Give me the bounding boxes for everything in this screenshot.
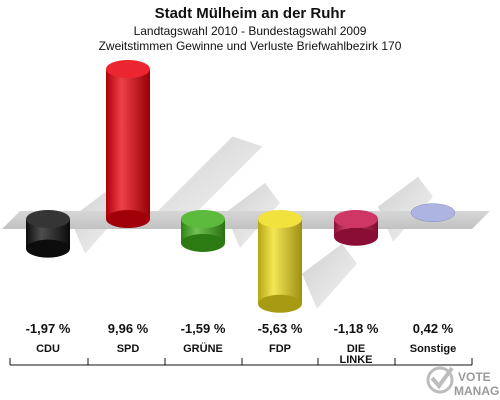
- chart-subtitle-2: Zweitstimmen Gewinne und Verluste Briefw…: [99, 39, 402, 53]
- category-label: CDU: [36, 343, 60, 355]
- checkmark-icon: [426, 366, 454, 394]
- category-label: DIE LINKE: [340, 343, 373, 366]
- value-label: -1,18 %: [334, 321, 379, 336]
- category-label: FDP: [269, 343, 291, 355]
- bar-shadow: [302, 243, 357, 309]
- vote-manager-logo: VOTE MANAGER: [426, 366, 500, 398]
- bar-bottom: [181, 233, 225, 252]
- bar-cap: [181, 210, 225, 228]
- value-label: -1,97 %: [26, 321, 71, 336]
- bar-spd: [106, 60, 150, 228]
- value-label: 0,42 %: [413, 321, 454, 336]
- bar-bottom: [26, 239, 70, 258]
- bar-cap: [334, 210, 378, 228]
- chart-subtitle-1: Landtagswahl 2010 - Bundestagswahl 2009: [134, 24, 367, 38]
- logo-text-manager: MANAGER: [454, 384, 500, 398]
- bar-cap: [106, 60, 150, 79]
- chart-title: Stadt Mülheim an der Ruhr: [155, 5, 346, 22]
- category-label: GRÜNE: [183, 342, 223, 355]
- bar-grüne: [181, 210, 225, 252]
- bar-cap: [26, 210, 70, 228]
- bar-bottom: [258, 294, 302, 313]
- value-label: -1,59 %: [181, 321, 226, 336]
- bars: [26, 60, 456, 313]
- bar-bottom: [106, 210, 150, 228]
- category-axis: [9, 358, 473, 366]
- category-label: Sonstige: [410, 343, 456, 355]
- bar-bottom: [334, 227, 378, 246]
- bar-die-linke: [334, 210, 378, 246]
- bar-cap: [410, 203, 456, 222]
- bar-sonstige: [410, 203, 456, 222]
- bar-body: [258, 219, 302, 304]
- category-labels: CDU SPD GRÜNE FDP DIE LINKE Sonstige: [36, 342, 456, 366]
- bar-shadow: [150, 136, 263, 219]
- value-label: 9,96 %: [108, 321, 149, 336]
- bar-cap: [258, 210, 302, 228]
- bar-fdp: [258, 210, 302, 313]
- bar-body: [106, 69, 150, 219]
- value-labels: -1,97 % 9,96 % -1,59 % -5,63 % -1,18 % 0,42 %: [26, 321, 454, 336]
- bar-cdu: [26, 210, 70, 258]
- logo-text-vote: VOTE: [458, 370, 491, 384]
- value-label: -5,63 %: [258, 321, 303, 336]
- category-label: SPD: [117, 343, 140, 355]
